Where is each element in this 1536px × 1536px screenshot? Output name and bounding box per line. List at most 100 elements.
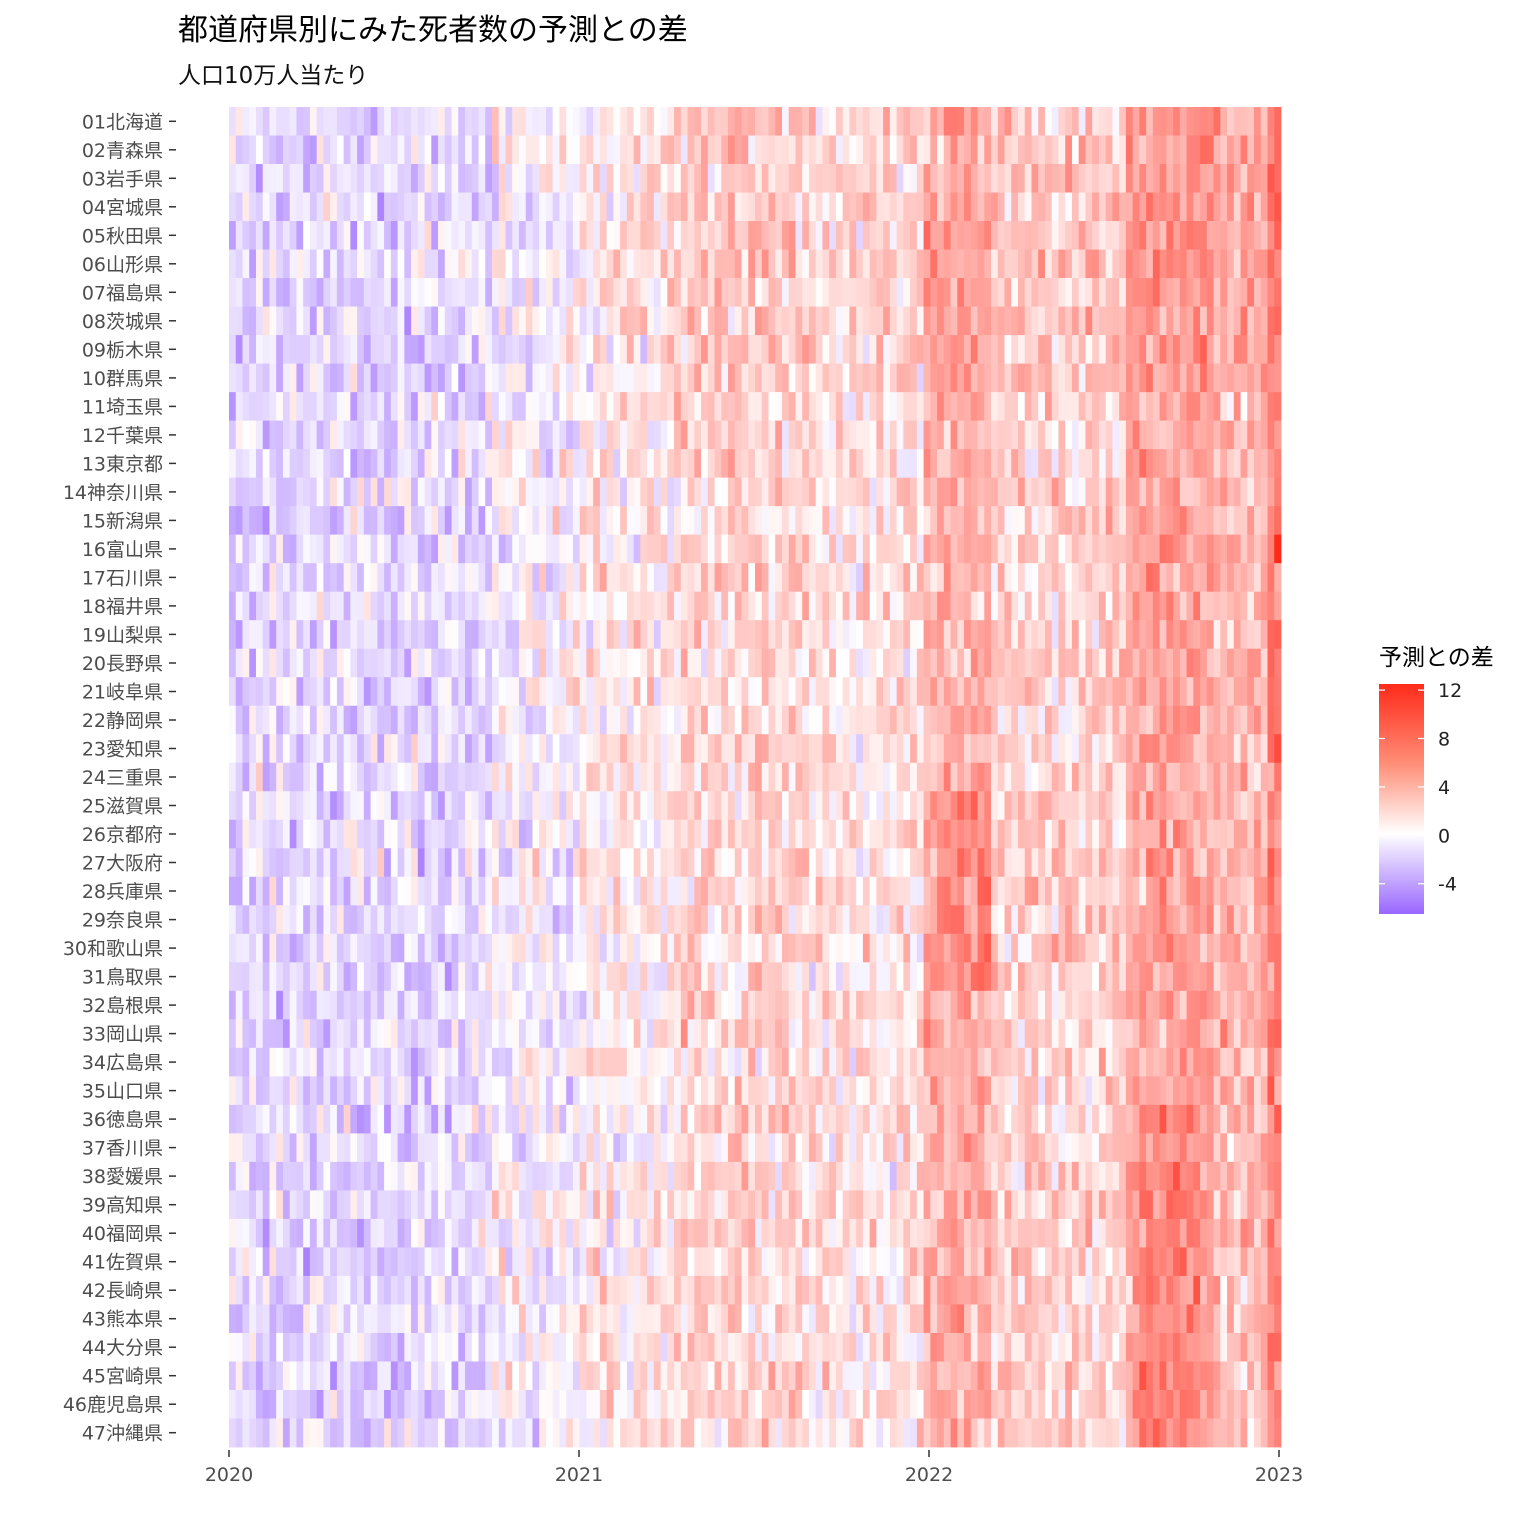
- heatmap-cell: [586, 591, 594, 621]
- heatmap-cell: [808, 135, 817, 165]
- heatmap-cell: [808, 192, 817, 222]
- heatmap-cell: [1193, 876, 1201, 906]
- heatmap-cell: [761, 990, 769, 1020]
- heatmap-cell: [829, 164, 837, 193]
- heatmap-cell: [289, 933, 297, 963]
- heatmap-cell: [282, 335, 291, 364]
- heatmap-cell: [883, 876, 891, 906]
- heatmap-cell: [1071, 306, 1080, 336]
- heatmap-cell: [357, 449, 365, 479]
- heatmap-cell: [721, 734, 729, 764]
- heatmap-cell: [1024, 563, 1032, 593]
- heatmap-cell: [842, 135, 850, 165]
- heatmap-cell: [1038, 477, 1046, 507]
- heatmap-cell: [343, 221, 351, 250]
- heatmap-cell: [1166, 534, 1174, 564]
- heatmap-cell: [1247, 677, 1255, 707]
- heatmap-cell: [957, 819, 965, 849]
- heatmap-cell: [1206, 306, 1214, 336]
- heatmap-cell: [444, 819, 452, 849]
- heatmap-cell: [458, 506, 466, 536]
- heatmap-cell: [1260, 420, 1268, 450]
- heatmap-cell: [1139, 449, 1147, 479]
- heatmap-cell: [269, 905, 277, 935]
- heatmap-cell: [242, 563, 250, 593]
- heatmap-cell: [451, 221, 459, 250]
- heatmap-cell: [242, 420, 250, 450]
- heatmap-cell: [991, 534, 999, 564]
- heatmap-cell: [1011, 620, 1019, 650]
- heatmap-cell: [1247, 135, 1255, 165]
- heatmap-cell: [748, 392, 756, 422]
- heatmap-cell: [849, 249, 857, 279]
- heatmap-cell: [937, 962, 945, 992]
- heatmap-cell: [680, 449, 688, 479]
- heatmap-cell: [1159, 876, 1167, 906]
- heatmap-cell: [728, 192, 736, 222]
- heatmap-cell: [1274, 734, 1282, 764]
- heatmap-cell: [478, 791, 486, 821]
- heatmap-cell: [1125, 905, 1134, 935]
- heatmap-cell: [235, 477, 243, 507]
- heatmap-cell: [1004, 420, 1012, 450]
- heatmap-cell: [505, 848, 513, 878]
- heatmap-cell: [451, 449, 459, 479]
- heatmap-cell: [613, 477, 621, 507]
- heatmap-cell: [431, 534, 439, 564]
- heatmap-cell: [1152, 648, 1161, 678]
- heatmap-cell: [1173, 591, 1181, 621]
- heatmap-cell: [1031, 420, 1039, 450]
- heatmap-cell: [249, 905, 257, 935]
- heatmap-cell: [1051, 534, 1059, 564]
- heatmap-cell: [1200, 563, 1208, 593]
- heatmap-cell: [249, 392, 257, 422]
- heatmap-cell: [1004, 762, 1012, 792]
- heatmap-cell: [572, 164, 581, 193]
- heatmap-cell: [1112, 962, 1120, 992]
- heatmap-cell: [741, 990, 749, 1020]
- heatmap-cell: [384, 876, 392, 906]
- heatmap-cell: [869, 107, 877, 136]
- heatmap-cell: [303, 477, 311, 507]
- heatmap-cell: [997, 762, 1005, 792]
- heatmap-cell: [363, 449, 372, 479]
- heatmap-cell: [775, 506, 783, 536]
- heatmap-cell: [701, 192, 709, 222]
- heatmap-cell: [498, 962, 506, 992]
- heatmap-cell: [1260, 534, 1268, 564]
- heatmap-cell: [303, 306, 311, 336]
- heatmap-cell: [458, 876, 466, 906]
- heatmap-cell: [1085, 876, 1093, 906]
- heatmap-cell: [363, 876, 372, 906]
- heatmap-cell: [1193, 135, 1201, 165]
- heatmap-cell: [876, 734, 884, 764]
- heatmap-cell: [539, 335, 547, 364]
- heatmap-cell: [1071, 620, 1080, 650]
- heatmap-cell: [822, 335, 830, 364]
- heatmap-cell: [465, 762, 473, 792]
- heatmap-cell: [1227, 791, 1235, 821]
- heatmap-cell: [721, 819, 729, 849]
- heatmap-cell: [721, 363, 729, 393]
- heatmap-cell: [1173, 164, 1181, 193]
- heatmap-cell: [680, 534, 688, 564]
- heatmap-cell: [1139, 705, 1147, 735]
- heatmap-cell: [876, 990, 884, 1020]
- heatmap-cell: [512, 420, 520, 450]
- heatmap-cell: [741, 876, 749, 906]
- heatmap-cell: [694, 563, 702, 593]
- heatmap-cell: [734, 563, 742, 593]
- heatmap-cell: [755, 449, 763, 479]
- heatmap-cell: [964, 990, 972, 1020]
- heatmap-cell: [229, 962, 237, 992]
- heatmap-cell: [599, 848, 608, 878]
- heatmap-cell: [1206, 135, 1214, 165]
- heatmap-cell: [363, 278, 372, 307]
- heatmap-cell: [964, 762, 972, 792]
- heatmap-cell: [417, 677, 425, 707]
- heatmap-cell: [775, 135, 783, 165]
- heatmap-cell: [997, 933, 1005, 963]
- heatmap-cell: [626, 135, 635, 165]
- heatmap-cell: [1159, 392, 1167, 422]
- heatmap-cell: [229, 306, 237, 336]
